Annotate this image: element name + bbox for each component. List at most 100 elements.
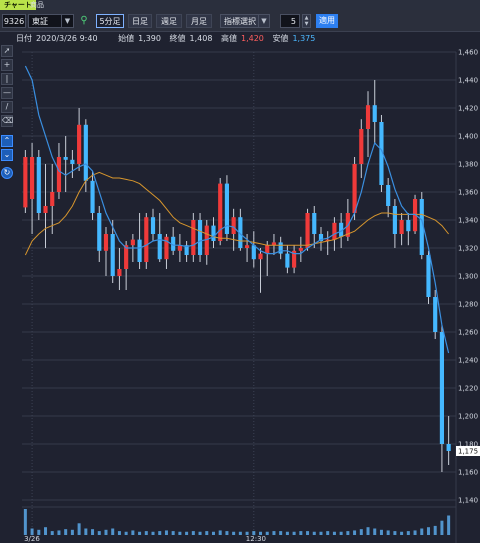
volume-bar: [413, 530, 417, 535]
candle-body: [83, 124, 88, 181]
volume-bar: [400, 531, 404, 535]
period-input[interactable]: 5: [280, 14, 300, 28]
volume-bar: [158, 531, 162, 535]
volume-bar: [198, 531, 202, 535]
cursor-arrow-icon[interactable]: ➚: [1, 45, 13, 57]
candle-body: [110, 234, 115, 276]
price-tick-label: 1,400: [458, 133, 478, 141]
candle-body: [97, 213, 102, 251]
candle-body: [318, 234, 324, 241]
volume-bar: [447, 515, 451, 535]
interval-weekly-button[interactable]: 週足: [156, 14, 182, 28]
candle-body: [211, 225, 216, 241]
chevron-down-icon[interactable]: ▼: [258, 15, 269, 27]
stock-code-input[interactable]: 9326: [2, 14, 26, 28]
volume-bar: [164, 530, 168, 535]
candle-body: [191, 220, 196, 255]
period-spinner[interactable]: ▲ ▼: [302, 14, 311, 28]
volume-bar: [30, 528, 34, 535]
candle-body: [36, 157, 41, 213]
volume-bar: [379, 529, 383, 535]
volume-bar: [151, 531, 155, 535]
interval-monthly-button[interactable]: 月足: [186, 14, 212, 28]
candle-body: [298, 248, 303, 251]
candle-body: [265, 245, 270, 254]
volume-bar: [279, 531, 283, 535]
candle-body: [352, 164, 357, 213]
volume-bar: [353, 530, 357, 535]
candle-body: [339, 222, 344, 237]
current-price-label: 1,175: [458, 448, 478, 456]
volume-bar: [91, 529, 95, 535]
volume-bar: [245, 531, 249, 535]
chevron-down-icon[interactable]: ▼: [61, 15, 73, 27]
candle-body: [433, 297, 438, 332]
candle-body: [177, 245, 182, 251]
toolbar: 9326 東証 ▼ ⚲ 5分足 日足 週足 月足 指標選択 ▼ 5 ▲ ▼ 適用: [0, 10, 480, 32]
volume-bar: [393, 531, 397, 535]
refresh-icon[interactable]: ↻: [1, 167, 13, 179]
market-select[interactable]: 東証 ▼: [28, 14, 74, 28]
window-tab[interactable]: チャート: [0, 0, 36, 10]
vertical-line-icon[interactable]: |: [1, 73, 13, 85]
zoom-in-icon[interactable]: ⌃: [1, 135, 13, 147]
volume-bar: [44, 527, 48, 535]
candle-body: [56, 157, 62, 192]
candle-body: [386, 185, 391, 206]
interval-daily-button[interactable]: 日足: [128, 14, 152, 28]
candle-body: [77, 124, 82, 164]
candle-body: [164, 236, 169, 260]
volume-bar: [144, 531, 148, 535]
price-tick-label: 1,240: [458, 357, 478, 365]
volume-bar: [346, 531, 350, 535]
horizontal-line-icon[interactable]: —: [1, 87, 13, 99]
close-value: 1,408: [189, 34, 213, 43]
trendline-icon[interactable]: /: [1, 101, 13, 113]
crosshair-icon[interactable]: +: [1, 59, 13, 71]
volume-bars: [23, 509, 451, 535]
current-price-marker: 1,175: [456, 446, 480, 456]
candle-body: [392, 206, 397, 234]
indicator-select[interactable]: 指標選択 ▼: [220, 14, 270, 28]
volume-bar: [37, 529, 41, 535]
volume-bar: [292, 531, 296, 535]
price-tick-label: 1,460: [458, 49, 478, 57]
candle-body: [426, 255, 431, 297]
ma-short-line: [24, 65, 450, 354]
interval-5min-button[interactable]: 5分足: [96, 14, 124, 28]
volume-bar: [373, 528, 377, 535]
volume-bar: [205, 531, 209, 535]
volume-bar: [117, 531, 121, 535]
volume-bar: [326, 531, 330, 535]
candle-body: [285, 253, 290, 268]
eraser-icon[interactable]: ⌫: [1, 115, 14, 127]
candlestick-chart[interactable]: 1,460 1,440 1,420 1,400 1,380 1,360 1,340 1,320…: [14, 42, 480, 543]
title-bar: チャート 商品: [0, 0, 480, 10]
candle-body: [171, 236, 176, 251]
volume-bar: [252, 531, 256, 535]
high-label: 高値: [220, 34, 237, 43]
search-icon[interactable]: ⚲: [80, 15, 88, 26]
candle-body: [439, 332, 445, 444]
price-tick-label: 1,420: [458, 105, 478, 113]
candle-body: [204, 225, 209, 255]
price-tick-label: 1,380: [458, 161, 478, 169]
candle-body: [197, 220, 203, 255]
volume-bar: [138, 531, 142, 535]
volume-bar: [265, 531, 269, 535]
candle-body: [271, 242, 277, 246]
candle-body: [103, 234, 109, 251]
volume-bar: [306, 531, 310, 535]
zoom-out-icon[interactable]: ⌄: [1, 149, 13, 161]
volume-bar: [359, 529, 363, 535]
close-label: 終値: [169, 34, 186, 43]
volume-bar: [433, 525, 437, 535]
apply-button[interactable]: 適用: [316, 14, 338, 28]
price-chart[interactable]: 1,460 1,440 1,420 1,400 1,380 1,360 1,340 1,320…: [14, 42, 480, 543]
candle-body: [372, 105, 377, 122]
volume-bar: [339, 531, 343, 535]
high-value: 1,420: [240, 34, 264, 43]
candle-body: [124, 245, 129, 269]
volume-bar: [319, 531, 323, 535]
